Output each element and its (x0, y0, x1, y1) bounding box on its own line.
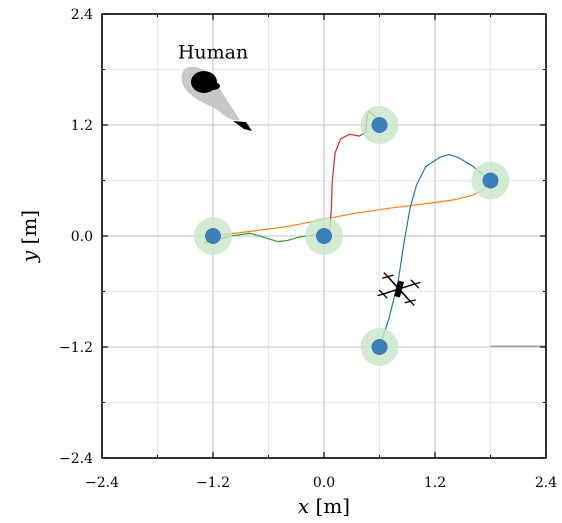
trajectory-series (203, 110, 546, 348)
x-tick-label: −1.2 (196, 475, 230, 491)
grid-lines (101, 13, 547, 459)
x-tick-label: 2.4 (535, 475, 557, 491)
waypoint-point (316, 228, 332, 244)
waypoint-point (205, 228, 221, 244)
x-tick-label: 0.0 (313, 475, 335, 491)
axis-ticks: −2.4 −1.2 0.0 1.2 2.4 −2.4 −1.2 0.0 1.2 2.4 (59, 7, 557, 491)
annotations: Human (178, 41, 248, 63)
y-tick-label: −2.4 (59, 451, 93, 467)
waypoint-markers (194, 106, 510, 366)
y-tick-label: 2.4 (71, 7, 93, 23)
waypoint-point (371, 339, 388, 355)
series-line-0 (212, 180, 491, 237)
x-axis-label-unit: [m] (309, 494, 350, 518)
y-axis-label-unit: [m] (17, 210, 41, 251)
y-tick-label: 1.2 (71, 118, 93, 134)
y-tick-label: 0.0 (71, 229, 93, 245)
x-tick-label: −2.4 (85, 475, 119, 491)
waypoint-point (371, 117, 388, 133)
human-label: Human (178, 41, 248, 63)
drone-icon (377, 272, 421, 306)
y-axis-label-var: y (17, 250, 41, 263)
y-tick-label: −1.2 (59, 340, 93, 356)
human-icon (181, 66, 252, 131)
x-tick-label: 1.2 (424, 475, 446, 491)
x-axis-label-var: x (298, 494, 309, 518)
x-axis-label: x [m] (298, 494, 350, 518)
waypoint-point (482, 172, 499, 189)
y-axis-label: y [m] (17, 210, 41, 263)
